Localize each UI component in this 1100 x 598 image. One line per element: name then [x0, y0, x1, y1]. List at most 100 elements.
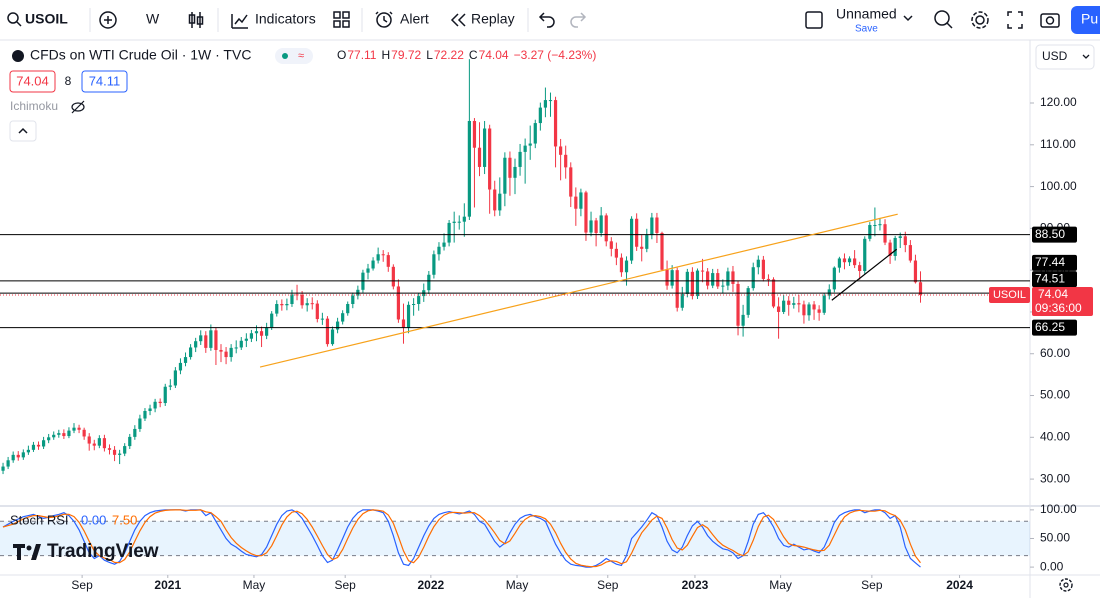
status-pill[interactable] — [275, 48, 313, 64]
candle-body — [77, 427, 81, 430]
candle-body — [188, 347, 193, 358]
y-tick-label: 100.00 — [1040, 179, 1077, 193]
brand-mark — [13, 544, 25, 560]
level-label: 74.51 — [1035, 271, 1065, 285]
candle-body — [858, 265, 862, 271]
y-tick-label: 50.00 — [1040, 388, 1070, 402]
layout-icon[interactable] — [805, 11, 823, 29]
y-tick-label: 110.00 — [1040, 137, 1076, 151]
currency-select[interactable] — [1035, 44, 1095, 70]
spread: 8 — [65, 74, 72, 88]
candle-body — [711, 273, 715, 286]
candle-body — [52, 434, 56, 438]
candle-body — [690, 271, 695, 297]
ask[interactable]: 74.11 — [89, 73, 121, 88]
candle-body — [21, 452, 25, 458]
candle-body — [614, 248, 618, 258]
snapshot-button[interactable] — [1040, 13, 1060, 28]
toolbar: USOIL W Indicators Alert Replay Unnamed … — [7, 6, 1100, 35]
candle-body — [903, 236, 907, 246]
axis-settings[interactable] — [1059, 578, 1073, 592]
publish-label[interactable]: Pu — [1081, 11, 1098, 27]
candle-body — [386, 255, 390, 267]
candle-body — [376, 254, 380, 261]
candle-body — [239, 340, 243, 348]
candle-body — [229, 347, 233, 358]
candle-body — [447, 222, 451, 243]
legend: CFDs on WTI Crude Oil · 1W · TVC ≈ O 77.1… — [9, 47, 596, 142]
ohlc-value: 77.11 — [347, 48, 376, 62]
candle-body — [918, 282, 923, 296]
brand-mark — [31, 544, 41, 560]
buy-box[interactable] — [81, 70, 128, 93]
candle-body — [123, 446, 127, 454]
settings-gear — [971, 11, 989, 29]
collapse-button[interactable] — [9, 120, 37, 142]
candle-body — [493, 189, 497, 211]
candle-body — [579, 192, 583, 209]
undo-button[interactable] — [538, 12, 555, 28]
candle-body — [452, 221, 456, 223]
stoch-band — [0, 521, 1030, 556]
bid[interactable]: 74.04 — [16, 73, 49, 88]
replay-icon[interactable] — [450, 13, 466, 27]
candle-body — [488, 128, 492, 190]
level-label: 66.25 — [1035, 320, 1065, 334]
last-price-box — [1032, 287, 1093, 317]
brand-name: TradingView — [47, 541, 159, 562]
save-label[interactable]: Save — [855, 24, 878, 35]
candle-body — [756, 259, 760, 268]
candle-body — [305, 303, 309, 306]
alert-icon[interactable] — [376, 12, 392, 28]
indicators-icon[interactable] — [231, 14, 248, 29]
layout-menu[interactable] — [903, 15, 913, 22]
candle-body — [503, 157, 507, 194]
redo-button[interactable] — [570, 12, 587, 28]
alert-button[interactable]: Alert — [400, 11, 429, 27]
indicator-name[interactable]: Ichimoku — [10, 99, 58, 113]
ohlc-value: 79.72 — [391, 48, 421, 62]
candle-body — [214, 330, 218, 350]
candle-body — [325, 318, 330, 345]
candle-body — [716, 273, 720, 287]
candle-body — [553, 100, 558, 147]
candle-body — [265, 327, 269, 336]
x-tick-label: 2023 — [682, 578, 709, 592]
search-icon[interactable] — [7, 12, 19, 24]
candle-body — [41, 440, 46, 447]
candle-body — [209, 330, 213, 348]
templates-icon[interactable] — [333, 11, 341, 19]
candle-body — [285, 304, 289, 306]
candle-body — [482, 128, 487, 167]
candle-body — [807, 304, 811, 316]
quick-search[interactable] — [934, 10, 950, 26]
data-status: ≈ — [298, 50, 304, 62]
countdown: 09:36:00 — [1035, 301, 1082, 315]
candle-body — [685, 271, 689, 294]
sell-box[interactable] — [9, 70, 56, 93]
compare-button[interactable] — [99, 11, 117, 29]
quick-search-handle — [946, 22, 953, 29]
y-tick-label: 120.00 — [1040, 95, 1077, 109]
candle-body — [249, 333, 254, 339]
candle-body — [670, 270, 674, 286]
symbol[interactable]: USOIL — [25, 11, 68, 27]
symbol-label-box — [989, 287, 1030, 304]
settings-button[interactable] — [975, 15, 985, 25]
currency[interactable]: USD — [1042, 49, 1068, 63]
candle-body — [888, 242, 892, 256]
hidden-eye-icon[interactable] — [71, 102, 85, 112]
layout-name[interactable]: Unnamed — [836, 6, 897, 22]
candle-body — [645, 235, 649, 249]
candle-body — [898, 236, 902, 238]
compare-plus — [104, 16, 112, 24]
interval[interactable]: W — [146, 11, 160, 27]
candle-body — [766, 278, 771, 280]
indicators-button[interactable]: Indicators — [255, 11, 316, 27]
candle-body — [199, 335, 203, 342]
candle-body — [797, 303, 801, 305]
level-label-box — [1032, 271, 1077, 288]
fullscreen-button[interactable] — [1007, 11, 1023, 29]
replay-button[interactable]: Replay — [471, 11, 515, 27]
publish-button[interactable] — [1071, 6, 1100, 34]
